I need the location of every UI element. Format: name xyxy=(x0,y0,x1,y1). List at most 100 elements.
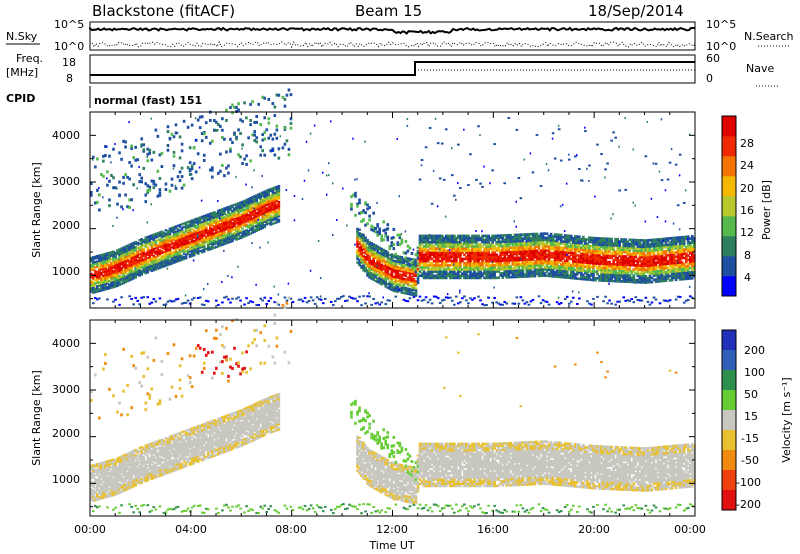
power-cell xyxy=(251,226,254,229)
power-cell xyxy=(271,149,273,152)
power-cell xyxy=(384,265,388,269)
power-cell xyxy=(457,274,460,278)
power-cell xyxy=(158,241,162,245)
power-cell xyxy=(255,215,258,218)
power-cell xyxy=(362,240,365,244)
power-cell xyxy=(406,269,410,272)
power-cell xyxy=(241,232,244,235)
power-cell xyxy=(479,236,482,240)
power-cell xyxy=(208,248,212,251)
power-cell xyxy=(602,300,605,303)
power-cell xyxy=(90,193,93,197)
power-cell xyxy=(505,271,509,275)
power-cell xyxy=(110,284,113,288)
power-cell xyxy=(557,271,561,274)
power-cell xyxy=(98,187,100,190)
power-cell xyxy=(440,251,444,255)
power-cell xyxy=(561,267,565,271)
power-cell xyxy=(563,238,567,241)
power-cell xyxy=(106,261,109,264)
power-cell xyxy=(259,192,263,195)
power-cell xyxy=(215,242,218,245)
power-cell xyxy=(273,205,277,209)
power-cell xyxy=(130,297,133,300)
power-cell xyxy=(249,196,252,200)
power-cell xyxy=(307,299,311,302)
power-cell xyxy=(114,283,117,286)
power-cell xyxy=(501,259,505,263)
power-cell xyxy=(200,236,204,240)
power-cell xyxy=(225,208,228,211)
power-cell xyxy=(94,273,97,276)
power-cell xyxy=(180,226,184,229)
power-cell xyxy=(541,255,545,259)
power-cell xyxy=(208,230,212,233)
power-cell xyxy=(90,272,93,275)
power-cell xyxy=(499,267,502,271)
power-cell xyxy=(132,241,135,245)
power-cell xyxy=(265,223,269,226)
power-cell xyxy=(100,268,103,271)
power-cell xyxy=(614,239,617,243)
power-cell xyxy=(586,253,589,256)
power-cell xyxy=(594,270,597,274)
power-cell xyxy=(590,257,593,261)
power-cell xyxy=(576,247,579,251)
power-cell xyxy=(164,252,168,255)
power-cell xyxy=(235,109,238,113)
power-cell xyxy=(90,286,93,290)
power-cell xyxy=(166,267,169,270)
power-cell xyxy=(257,226,260,230)
power-cell xyxy=(386,277,390,280)
power-cell xyxy=(604,268,607,272)
power-cell xyxy=(539,253,543,257)
power-cell xyxy=(491,266,494,269)
power-cell xyxy=(380,281,384,284)
power-cell xyxy=(233,235,236,238)
power-cell xyxy=(606,250,609,253)
power-cell xyxy=(118,269,121,272)
power-cell xyxy=(372,273,375,276)
power-cell xyxy=(467,270,470,273)
power-cell xyxy=(436,272,440,276)
power-cell xyxy=(422,245,426,248)
power-cell xyxy=(588,278,591,281)
power-cell xyxy=(485,261,488,265)
power-cell xyxy=(386,252,390,256)
power-cell xyxy=(116,251,119,254)
power-cell xyxy=(521,245,525,249)
power-cell xyxy=(618,269,621,273)
power-cell xyxy=(563,250,567,254)
power-cell xyxy=(453,263,455,266)
power-cell xyxy=(553,266,557,270)
power-cell xyxy=(253,228,256,232)
power-cell xyxy=(215,215,218,219)
power-cell xyxy=(529,274,533,278)
power-cell xyxy=(172,150,176,154)
power-cell xyxy=(547,249,551,253)
power-cell xyxy=(150,248,154,251)
power-cell xyxy=(112,275,115,278)
power-cell xyxy=(455,259,458,263)
power-cell xyxy=(231,276,233,279)
power-cell xyxy=(459,270,462,273)
power-cell xyxy=(574,251,577,255)
power-cell xyxy=(432,253,436,257)
power-cell xyxy=(539,251,543,254)
power-cell xyxy=(251,203,254,206)
power-cell xyxy=(190,231,194,235)
power-cell xyxy=(612,262,615,266)
power-cell xyxy=(112,254,115,257)
power-cell xyxy=(279,135,282,138)
power-cell xyxy=(432,240,436,244)
power-cell xyxy=(416,256,420,260)
power-cell xyxy=(557,235,561,239)
power-cell xyxy=(509,233,513,237)
power-cell xyxy=(122,276,125,279)
power-cell xyxy=(267,241,269,244)
power-cell xyxy=(332,182,334,185)
power-cell xyxy=(521,275,525,278)
power-cell xyxy=(380,252,384,256)
power-cell xyxy=(491,276,494,280)
power-cell xyxy=(217,245,220,248)
